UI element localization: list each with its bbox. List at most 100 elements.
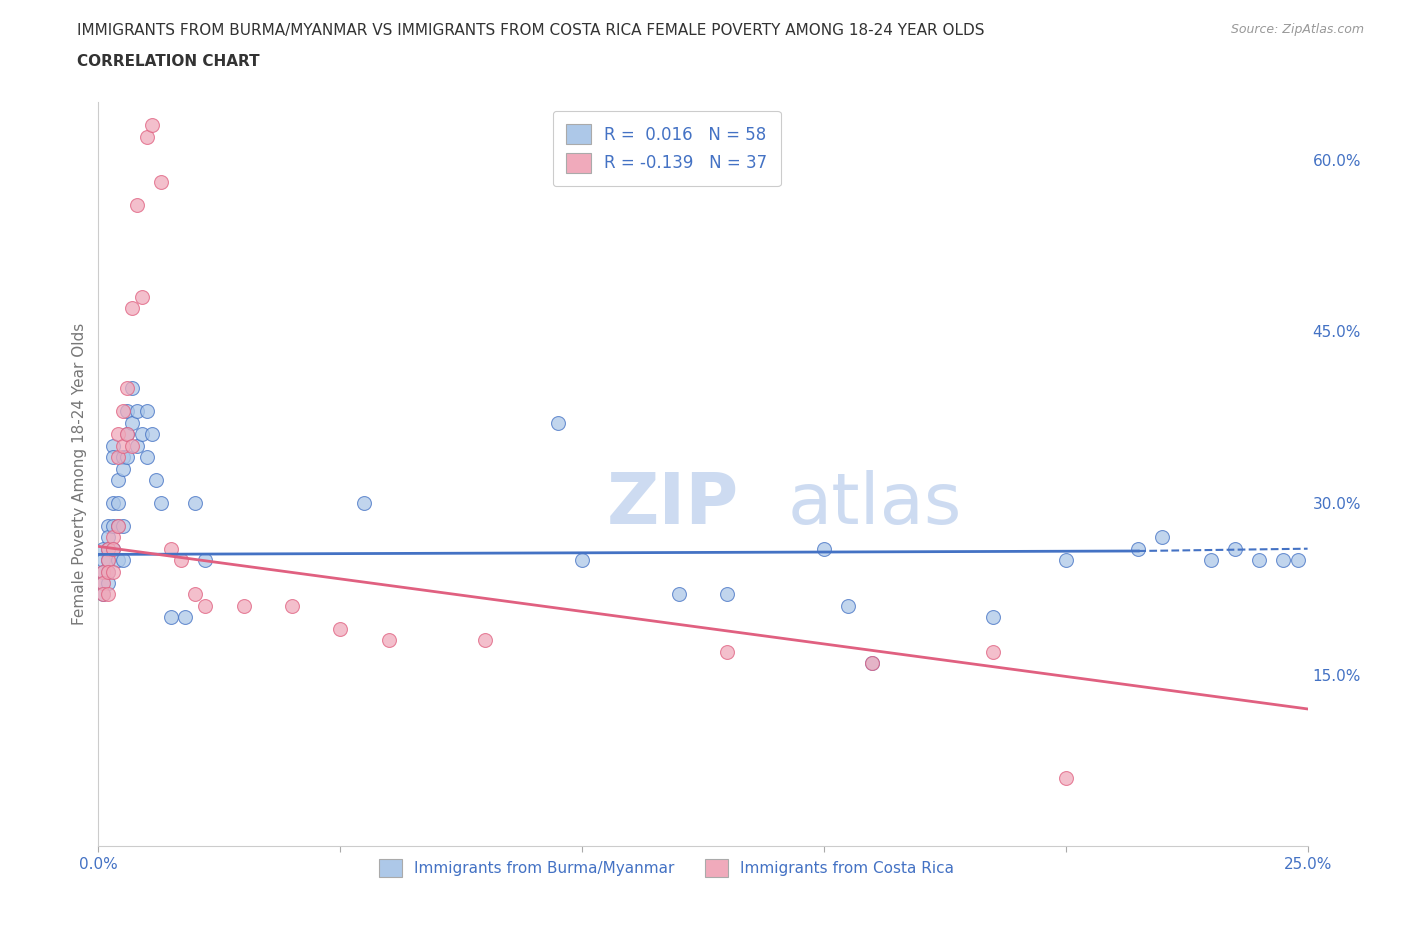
- Point: [353, 496, 375, 511]
- Point: [813, 541, 835, 556]
- Point: [169, 552, 191, 567]
- Point: [981, 644, 1004, 659]
- Text: atlas: atlas: [787, 470, 962, 538]
- Point: [1272, 552, 1295, 567]
- Point: [117, 427, 139, 442]
- Point: [571, 552, 593, 567]
- Point: [117, 450, 139, 465]
- Point: [184, 496, 207, 511]
- Point: [97, 552, 120, 567]
- Point: [97, 530, 120, 545]
- Point: [91, 587, 114, 602]
- Point: [127, 198, 149, 213]
- Point: [716, 587, 738, 602]
- Point: [111, 450, 134, 465]
- Point: [97, 587, 120, 602]
- Point: [1054, 552, 1077, 567]
- Point: [1223, 541, 1246, 556]
- Point: [194, 552, 217, 567]
- Point: [981, 610, 1004, 625]
- Point: [117, 427, 139, 442]
- Point: [121, 301, 143, 316]
- Point: [101, 518, 124, 533]
- Point: [141, 118, 163, 133]
- Point: [1128, 541, 1150, 556]
- Point: [101, 541, 124, 556]
- Point: [160, 610, 183, 625]
- Point: [111, 461, 134, 476]
- Point: [97, 541, 120, 556]
- Point: [837, 599, 859, 614]
- Text: IMMIGRANTS FROM BURMA/MYANMAR VS IMMIGRANTS FROM COSTA RICA FEMALE POVERTY AMONG: IMMIGRANTS FROM BURMA/MYANMAR VS IMMIGRA…: [77, 23, 984, 38]
- Point: [101, 496, 124, 511]
- Point: [184, 587, 207, 602]
- Point: [1152, 530, 1174, 545]
- Point: [101, 530, 124, 545]
- Point: [716, 644, 738, 659]
- Point: [107, 552, 129, 567]
- Point: [121, 381, 143, 396]
- Point: [150, 175, 173, 190]
- Point: [1054, 770, 1077, 785]
- Point: [97, 565, 120, 579]
- Point: [860, 656, 883, 671]
- Point: [91, 565, 114, 579]
- Point: [668, 587, 690, 602]
- Point: [329, 621, 352, 636]
- Point: [135, 450, 157, 465]
- Point: [127, 438, 149, 453]
- Point: [97, 541, 120, 556]
- Point: [121, 438, 143, 453]
- Point: [135, 404, 157, 418]
- Point: [107, 518, 129, 533]
- Point: [141, 427, 163, 442]
- Point: [97, 565, 120, 579]
- Point: [174, 610, 197, 625]
- Point: [107, 472, 129, 487]
- Text: CORRELATION CHART: CORRELATION CHART: [77, 54, 260, 69]
- Point: [101, 541, 124, 556]
- Point: [91, 576, 114, 591]
- Point: [127, 404, 149, 418]
- Text: ZIP: ZIP: [606, 470, 738, 538]
- Point: [131, 289, 153, 304]
- Point: [194, 599, 217, 614]
- Point: [111, 404, 134, 418]
- Point: [101, 450, 124, 465]
- Point: [135, 129, 157, 144]
- Point: [101, 438, 124, 453]
- Point: [474, 632, 496, 647]
- Point: [91, 541, 114, 556]
- Point: [107, 450, 129, 465]
- Point: [111, 438, 134, 453]
- Point: [111, 518, 134, 533]
- Point: [1199, 552, 1222, 567]
- Point: [232, 599, 254, 614]
- Point: [107, 518, 129, 533]
- Point: [150, 496, 173, 511]
- Point: [160, 541, 183, 556]
- Point: [547, 416, 569, 431]
- Point: [97, 576, 120, 591]
- Point: [121, 416, 143, 431]
- Point: [107, 427, 129, 442]
- Point: [91, 587, 114, 602]
- Point: [377, 632, 399, 647]
- Point: [97, 518, 120, 533]
- Point: [131, 427, 153, 442]
- Point: [1249, 552, 1271, 567]
- Point: [111, 552, 134, 567]
- Point: [117, 404, 139, 418]
- Point: [281, 599, 304, 614]
- Point: [117, 381, 139, 396]
- Point: [101, 565, 124, 579]
- Point: [91, 576, 114, 591]
- Point: [97, 552, 120, 567]
- Point: [107, 496, 129, 511]
- Point: [145, 472, 167, 487]
- Point: [860, 656, 883, 671]
- Legend: Immigrants from Burma/Myanmar, Immigrants from Costa Rica: Immigrants from Burma/Myanmar, Immigrant…: [373, 853, 960, 884]
- Point: [91, 552, 114, 567]
- Point: [91, 565, 114, 579]
- Point: [1286, 552, 1309, 567]
